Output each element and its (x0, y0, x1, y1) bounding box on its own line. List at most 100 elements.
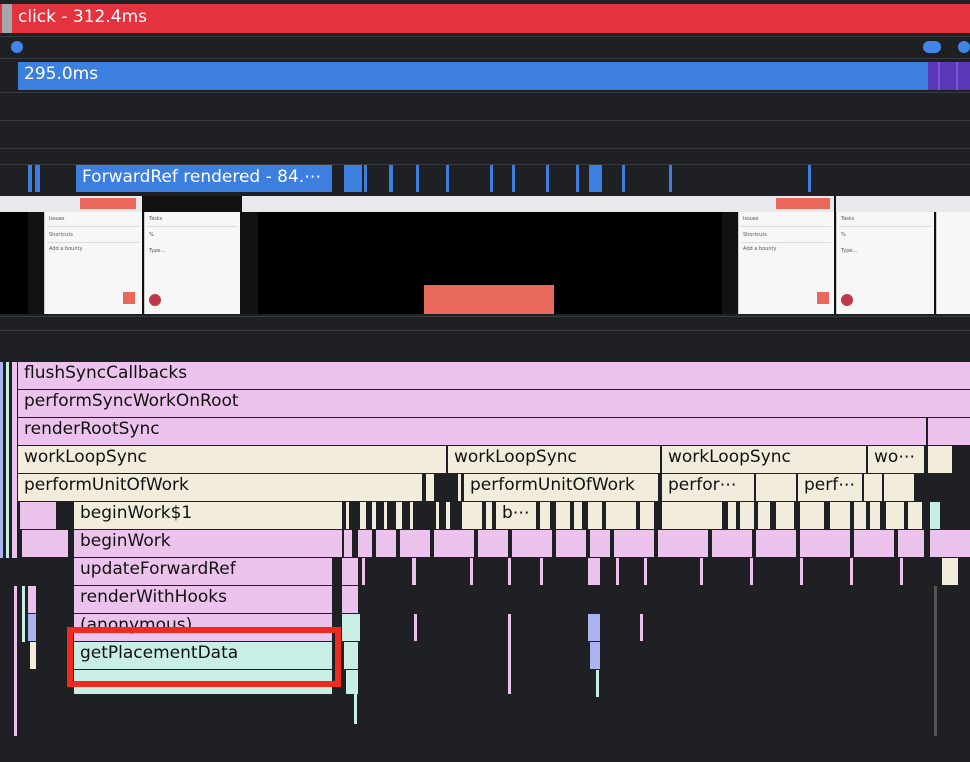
flame-frame[interactable] (20, 502, 56, 529)
flame-sliver[interactable] (606, 502, 636, 529)
flame-sliver[interactable] (886, 502, 904, 529)
event-marker[interactable] (958, 41, 970, 53)
flame-sliver[interactable] (358, 530, 372, 557)
flame-sliver[interactable] (360, 502, 366, 529)
flame-frame[interactable]: performSyncWorkOnRoot (18, 390, 970, 417)
event-marker[interactable] (923, 41, 941, 53)
flame-sliver[interactable] (508, 558, 511, 585)
component-mark[interactable] (622, 165, 625, 192)
flame-frame[interactable]: performUnitOfWork (464, 474, 658, 501)
component-mark[interactable] (512, 165, 515, 192)
flame-sliver[interactable] (436, 502, 439, 529)
flame-frame[interactable] (346, 670, 358, 694)
flame-frame[interactable] (928, 446, 952, 473)
flame-frame[interactable] (590, 642, 600, 669)
flame-frame[interactable]: perf⋯ (798, 474, 862, 501)
flame-sliver[interactable] (22, 586, 25, 642)
flame-frame[interactable]: updateForwardRef (74, 558, 332, 585)
flame-frame[interactable] (930, 530, 970, 557)
flame-frame[interactable]: workLoopSync (18, 446, 446, 473)
component-mark[interactable] (546, 165, 549, 192)
screenshots-track[interactable]: Issues Shortcuts Add a bounty Tasks % Ty… (0, 196, 970, 314)
flame-sliver[interactable] (658, 530, 708, 557)
flame-sliver[interactable] (540, 558, 543, 585)
component-mark[interactable] (490, 165, 493, 192)
flame-sliver[interactable] (478, 530, 508, 557)
flame-sliver[interactable] (590, 530, 610, 557)
flame-sliver[interactable] (400, 530, 430, 557)
flame-sliver[interactable] (700, 558, 703, 585)
component-mark[interactable] (389, 165, 393, 192)
flame-sliver[interactable] (512, 530, 552, 557)
flame-frame[interactable]: flushSyncCallbacks (18, 362, 970, 389)
flame-sliver[interactable] (344, 530, 352, 557)
component-mark[interactable] (446, 165, 449, 192)
component-mark[interactable] (35, 165, 40, 192)
flame-sliver[interactable] (864, 474, 882, 501)
component-mark[interactable] (669, 165, 672, 192)
flame-frame[interactable]: performUnitOfWork (18, 474, 422, 501)
flame-sliver[interactable] (434, 530, 474, 557)
flame-frame[interactable]: wo⋯ (868, 446, 924, 473)
flame-sliver[interactable] (396, 502, 402, 529)
flame-sliver[interactable] (756, 474, 796, 501)
flame-frame[interactable] (942, 558, 958, 585)
flame-sliver[interactable] (854, 530, 894, 557)
flame-sliver[interactable] (640, 614, 643, 641)
flame-sliver[interactable] (556, 530, 586, 557)
flame-sliver[interactable] (800, 502, 824, 529)
flame-sliver[interactable] (458, 474, 461, 501)
flame-sliver[interactable] (446, 502, 450, 529)
flame-frame[interactable]: beginWork$1 (74, 502, 342, 529)
component-mark[interactable] (364, 165, 367, 192)
component-mark[interactable] (808, 165, 811, 192)
flame-sliver[interactable] (596, 670, 599, 697)
flame-sliver[interactable] (830, 502, 850, 529)
flame-sliver[interactable] (800, 558, 803, 585)
flame-frame[interactable]: getPlacementData (74, 642, 332, 669)
flame-sliver[interactable] (644, 558, 647, 585)
flame-sliver[interactable] (426, 474, 434, 501)
flame-frame[interactable] (928, 418, 970, 445)
flame-sliver[interactable] (870, 502, 880, 529)
flame-sliver[interactable] (908, 502, 922, 529)
flame-sliver[interactable] (756, 530, 796, 557)
flame-sliver[interactable] (776, 502, 794, 529)
flame-frame[interactable] (30, 642, 36, 669)
commit-bar[interactable]: 295.0ms (18, 62, 970, 90)
flame-sliver[interactable] (574, 502, 582, 529)
flame-sliver[interactable] (372, 502, 376, 529)
flame-sliver[interactable] (758, 502, 770, 529)
flame-sliver[interactable] (640, 502, 654, 529)
flame-frame[interactable] (28, 586, 36, 613)
flame-sliver[interactable] (508, 614, 511, 694)
component-render-bar[interactable]: ForwardRef rendered - 84.⋯ (76, 165, 332, 192)
flame-sliver[interactable] (414, 614, 417, 641)
flame-sliver[interactable] (740, 502, 754, 529)
flame-frame[interactable] (344, 642, 358, 669)
flame-sliver[interactable] (662, 502, 722, 529)
flame-frame[interactable] (588, 558, 600, 585)
flame-frame[interactable]: perfor⋯ (662, 474, 754, 501)
flame-sliver[interactable] (412, 558, 416, 585)
flame-frame[interactable]: beginWork (74, 530, 342, 557)
flame-sliver[interactable] (362, 558, 365, 585)
flame-sliver[interactable] (410, 502, 413, 529)
flame-sliver[interactable] (854, 502, 866, 529)
component-mark[interactable] (344, 165, 362, 192)
flame-sliver[interactable] (800, 530, 850, 557)
event-marker[interactable] (11, 41, 23, 53)
flame-sliver[interactable] (346, 502, 349, 529)
flame-frame[interactable] (342, 614, 360, 641)
flame-frame[interactable] (588, 614, 600, 641)
flame-sliver[interactable] (556, 502, 570, 529)
flame-sliver[interactable] (850, 558, 853, 585)
flame-frame[interactable] (342, 586, 358, 613)
flame-frame[interactable]: b⋯ (496, 502, 536, 529)
component-mark[interactable] (589, 165, 602, 192)
flame-sliver[interactable] (616, 558, 619, 585)
flame-sliver[interactable] (712, 530, 752, 557)
flame-sliver[interactable] (462, 502, 482, 529)
flame-sliver[interactable] (728, 502, 736, 529)
flame-sliver[interactable] (376, 530, 396, 557)
